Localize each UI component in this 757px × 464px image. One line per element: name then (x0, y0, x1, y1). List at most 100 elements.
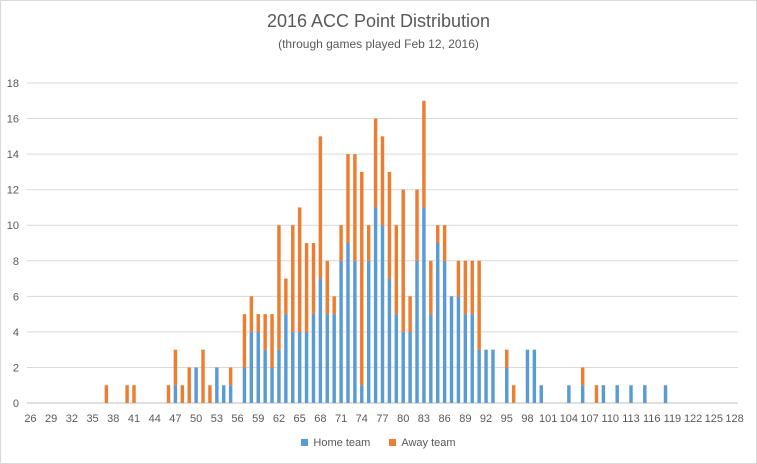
bar-home-73 (353, 260, 357, 403)
x-tick-label: 92 (480, 413, 492, 425)
bar-home-111 (615, 385, 619, 403)
y-tick-label: 2 (13, 362, 19, 374)
x-tick-label: 86 (439, 413, 451, 425)
bar-away-59 (256, 314, 260, 332)
bar-home-100 (539, 385, 543, 403)
bar-away-82 (415, 189, 419, 261)
bar-home-91 (477, 349, 481, 403)
bar-away-66 (304, 243, 309, 332)
bar-away-79 (394, 225, 399, 315)
bar-home-59 (256, 331, 260, 403)
bar-away-64 (291, 225, 295, 332)
bar-away-81 (408, 296, 412, 332)
chart-subtitle: (through games played Feb 12, 2016) (278, 37, 479, 51)
bar-home-76 (373, 207, 378, 403)
x-tick-label: 110 (602, 413, 620, 425)
x-tick-label: 116 (643, 413, 661, 425)
legend-label-away: Away team (401, 437, 456, 449)
y-tick-label: 0 (13, 398, 19, 410)
x-tick-label: 59 (252, 413, 264, 425)
bar-home-50 (194, 367, 198, 403)
x-tick-label: 101 (539, 413, 557, 425)
bar-home-86 (442, 260, 447, 403)
x-tick-label: 128 (725, 413, 743, 425)
bar-home-47 (173, 385, 178, 403)
bar-home-115 (643, 385, 647, 403)
x-tick-label: 107 (580, 413, 598, 425)
x-tick-label: 122 (684, 413, 702, 425)
bar-home-57 (242, 367, 247, 403)
bar-away-57 (242, 314, 247, 368)
x-tick-label: 119 (664, 413, 682, 425)
y-tick-label: 12 (7, 185, 19, 197)
bar-away-40 (125, 385, 129, 403)
bar-away-91 (477, 260, 481, 350)
x-tick-label: 74 (356, 413, 368, 425)
bar-away-84 (429, 260, 433, 315)
bar-away-71 (339, 225, 343, 261)
x-tick-label: 83 (418, 413, 430, 425)
y-tick-label: 6 (13, 291, 19, 303)
y-axis-tick-labels: 0 2 4 6 8 10 12 14 16 18 (7, 78, 19, 410)
bar-home-95 (505, 367, 509, 403)
x-tick-label: 29 (45, 413, 57, 425)
bar-home-62 (277, 349, 281, 403)
bar-home-69 (325, 314, 330, 403)
bar-home-84 (429, 314, 433, 403)
bar-home-60 (263, 349, 267, 403)
bar-home-79 (394, 314, 399, 403)
bar-away-78 (387, 171, 392, 279)
bar-away-51 (201, 349, 205, 403)
x-tick-label: 35 (86, 413, 98, 425)
bar-home-58 (249, 331, 254, 403)
bar-away-48 (180, 385, 185, 403)
bar-home-82 (415, 260, 419, 403)
bar-home-70 (332, 314, 336, 403)
bar-away-73 (353, 154, 357, 261)
x-tick-label: 65 (294, 413, 306, 425)
bar-home-90 (470, 314, 474, 403)
bar-away-68 (318, 136, 323, 279)
bar-away-86 (442, 225, 447, 261)
y-tick-label: 14 (7, 149, 19, 161)
bar-home-87 (449, 296, 454, 403)
bar-away-108 (594, 385, 599, 403)
x-tick-label: 32 (66, 413, 78, 425)
x-tick-label: 104 (560, 413, 578, 425)
bar-home-63 (284, 314, 288, 403)
bar-away-69 (325, 260, 330, 315)
bar-home-81 (408, 331, 412, 403)
bar-home-109 (601, 385, 606, 403)
x-tick-label: 89 (459, 413, 471, 425)
x-tick-label: 77 (376, 413, 388, 425)
x-tick-label: 56 (231, 413, 243, 425)
bar-away-62 (277, 225, 281, 350)
bar-home-89 (463, 314, 468, 403)
away-team-swatch-icon (389, 439, 397, 446)
bar-home-67 (311, 314, 316, 403)
bar-home-93 (491, 349, 495, 403)
bar-home-113 (629, 385, 633, 403)
x-tick-label: 38 (107, 413, 119, 425)
legend-item-away: Away team (389, 437, 456, 449)
bar-home-118 (663, 385, 668, 403)
x-tick-label: 71 (335, 413, 347, 425)
x-tick-label: 62 (273, 413, 285, 425)
bar-home-55 (228, 385, 233, 403)
bar-away-74 (360, 171, 364, 386)
legend-item-home: Home team (301, 437, 370, 449)
bar-away-75 (366, 225, 371, 261)
bar-away-80 (401, 189, 405, 332)
bar-home-66 (304, 331, 309, 403)
bar-home-106 (580, 385, 585, 403)
x-tick-label: 44 (149, 413, 161, 425)
bar-home-61 (270, 367, 274, 403)
x-tick-label: 50 (190, 413, 202, 425)
bars (104, 100, 668, 403)
bar-home-92 (484, 349, 488, 403)
bar-home-77 (380, 225, 385, 403)
bar-home-68 (318, 278, 323, 403)
bar-away-72 (346, 154, 350, 243)
bar-home-65 (297, 331, 302, 403)
